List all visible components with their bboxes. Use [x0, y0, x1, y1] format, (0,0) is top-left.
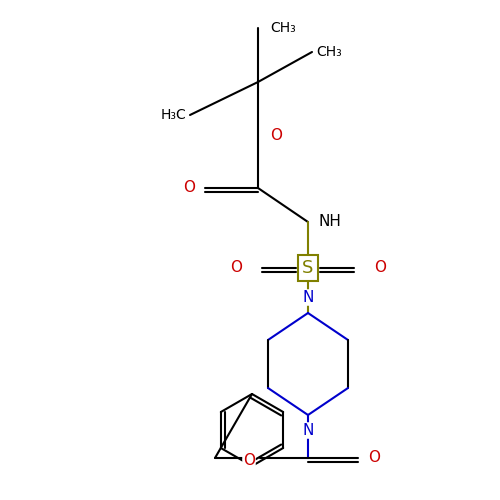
Text: N: N: [302, 423, 314, 438]
Text: O: O: [270, 128, 282, 144]
Text: O: O: [183, 180, 195, 196]
Text: O: O: [230, 260, 242, 276]
Text: CH₃: CH₃: [316, 45, 342, 59]
Text: NH: NH: [318, 214, 341, 230]
Text: CH₃: CH₃: [270, 21, 296, 35]
Text: O: O: [374, 260, 386, 276]
Text: S: S: [302, 259, 314, 277]
Text: H₃C: H₃C: [160, 108, 186, 122]
Text: N: N: [302, 290, 314, 305]
Text: O: O: [243, 453, 255, 468]
Text: O: O: [368, 450, 380, 466]
